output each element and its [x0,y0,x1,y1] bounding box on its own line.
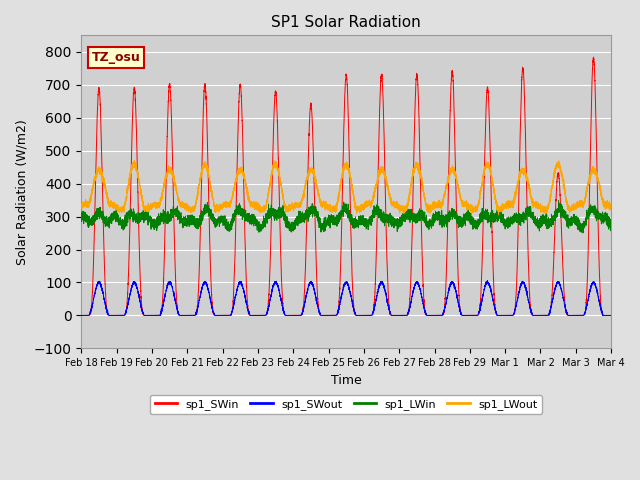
sp1_SWin [585,221,593,227]
sp1_SWout [585,292,593,298]
sp1_SWin [77,312,85,318]
sp1_LWin [579,227,586,233]
sp1_LWout [131,158,138,164]
Legend: sp1_SWin, sp1_SWout, sp1_LWin, sp1_LWout: sp1_SWin, sp1_SWout, sp1_LWin, sp1_LWout [150,395,542,414]
sp1_LWin [328,216,336,222]
sp1_LWout [257,206,265,212]
Line: sp1_LWout: sp1_LWout [81,161,611,215]
sp1_LWin [479,215,487,220]
sp1_LWout [328,207,336,213]
sp1_LWin [579,230,587,236]
Text: TZ_osu: TZ_osu [92,51,141,64]
sp1_LWin [465,208,472,214]
sp1_SWout [77,312,85,318]
sp1_LWout [465,204,472,210]
sp1_LWin [555,198,563,204]
sp1_LWin [607,228,615,233]
sp1_SWin [479,205,487,211]
Title: SP1 Solar Radiation: SP1 Solar Radiation [271,15,421,30]
sp1_SWin [589,54,597,60]
sp1_SWout [579,312,586,318]
sp1_LWout [607,206,615,212]
sp1_SWin [579,312,586,318]
sp1_LWout [579,200,586,206]
sp1_SWout [465,312,472,318]
sp1_SWin [465,312,472,318]
sp1_SWout [479,290,487,296]
sp1_LWin [257,223,265,229]
sp1_SWout [484,278,492,284]
sp1_SWin [328,312,336,318]
sp1_SWout [607,312,615,318]
sp1_LWout [480,170,488,176]
Line: sp1_SWout: sp1_SWout [81,281,611,315]
sp1_SWout [257,312,265,318]
sp1_LWin [77,218,85,224]
sp1_LWout [585,177,593,182]
sp1_SWin [257,312,265,318]
sp1_SWin [607,312,615,318]
sp1_LWout [77,203,85,209]
Y-axis label: Solar Radiation (W/m2): Solar Radiation (W/m2) [15,119,28,265]
sp1_LWout [495,212,502,218]
sp1_LWin [585,209,593,215]
Line: sp1_SWin: sp1_SWin [81,57,611,315]
X-axis label: Time: Time [331,373,362,387]
Line: sp1_LWin: sp1_LWin [81,201,611,233]
sp1_SWout [328,312,336,318]
